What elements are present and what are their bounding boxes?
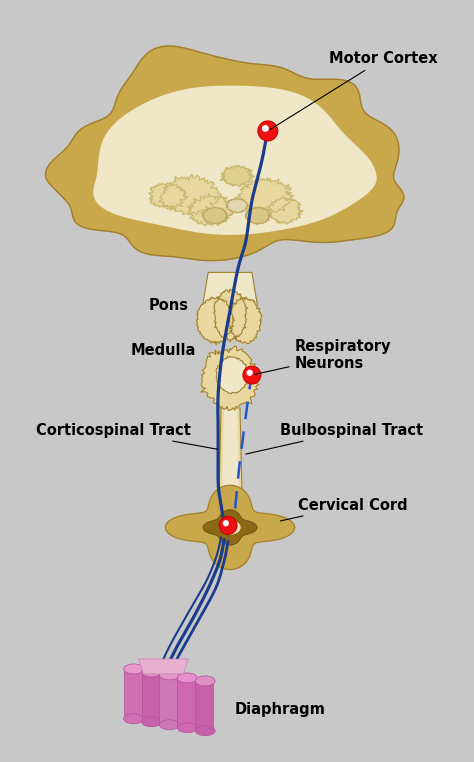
Polygon shape [220, 165, 254, 187]
Circle shape [258, 121, 278, 141]
Circle shape [246, 370, 253, 376]
Ellipse shape [142, 667, 162, 677]
Ellipse shape [124, 664, 144, 674]
Text: Motor Cortex: Motor Cortex [270, 51, 438, 130]
Ellipse shape [124, 714, 144, 724]
Polygon shape [220, 521, 240, 534]
Polygon shape [214, 289, 247, 342]
Ellipse shape [177, 673, 197, 683]
Polygon shape [201, 346, 259, 411]
Circle shape [219, 517, 237, 534]
Ellipse shape [195, 676, 215, 686]
Ellipse shape [195, 725, 215, 735]
Polygon shape [99, 162, 142, 190]
Bar [124, 669, 142, 719]
Polygon shape [46, 46, 404, 261]
Polygon shape [138, 659, 188, 674]
Polygon shape [196, 297, 234, 345]
Ellipse shape [142, 717, 162, 727]
Bar [177, 678, 195, 728]
Polygon shape [111, 139, 149, 163]
Bar [142, 672, 159, 722]
Polygon shape [295, 128, 333, 153]
Circle shape [223, 520, 229, 527]
Polygon shape [159, 174, 221, 216]
Polygon shape [219, 408, 242, 490]
Polygon shape [202, 272, 258, 309]
Polygon shape [266, 197, 303, 224]
Polygon shape [187, 194, 234, 226]
Polygon shape [330, 168, 369, 194]
Text: Medulla: Medulla [131, 343, 196, 358]
Ellipse shape [159, 670, 179, 680]
Ellipse shape [159, 720, 179, 730]
Circle shape [262, 125, 269, 132]
Text: Bulbospinal Tract: Bulbospinal Tract [246, 423, 423, 454]
Text: Cervical Cord: Cervical Cord [281, 498, 407, 521]
Polygon shape [222, 410, 239, 488]
Polygon shape [235, 178, 293, 216]
Polygon shape [226, 199, 248, 213]
Polygon shape [165, 485, 295, 569]
Bar [195, 681, 213, 731]
Polygon shape [139, 110, 171, 131]
Polygon shape [324, 150, 354, 172]
Polygon shape [203, 510, 257, 545]
Polygon shape [149, 182, 187, 209]
Bar [159, 675, 177, 725]
Polygon shape [228, 297, 262, 344]
Ellipse shape [177, 722, 197, 733]
Text: Respiratory
Neurons: Respiratory Neurons [255, 338, 391, 374]
Text: Diaphragm: Diaphragm [234, 702, 325, 717]
Polygon shape [94, 86, 376, 234]
Text: Corticospinal Tract: Corticospinal Tract [36, 423, 218, 450]
Polygon shape [246, 207, 271, 225]
Polygon shape [216, 356, 248, 394]
Polygon shape [202, 207, 228, 224]
Circle shape [243, 366, 261, 384]
Text: Pons: Pons [148, 298, 189, 313]
